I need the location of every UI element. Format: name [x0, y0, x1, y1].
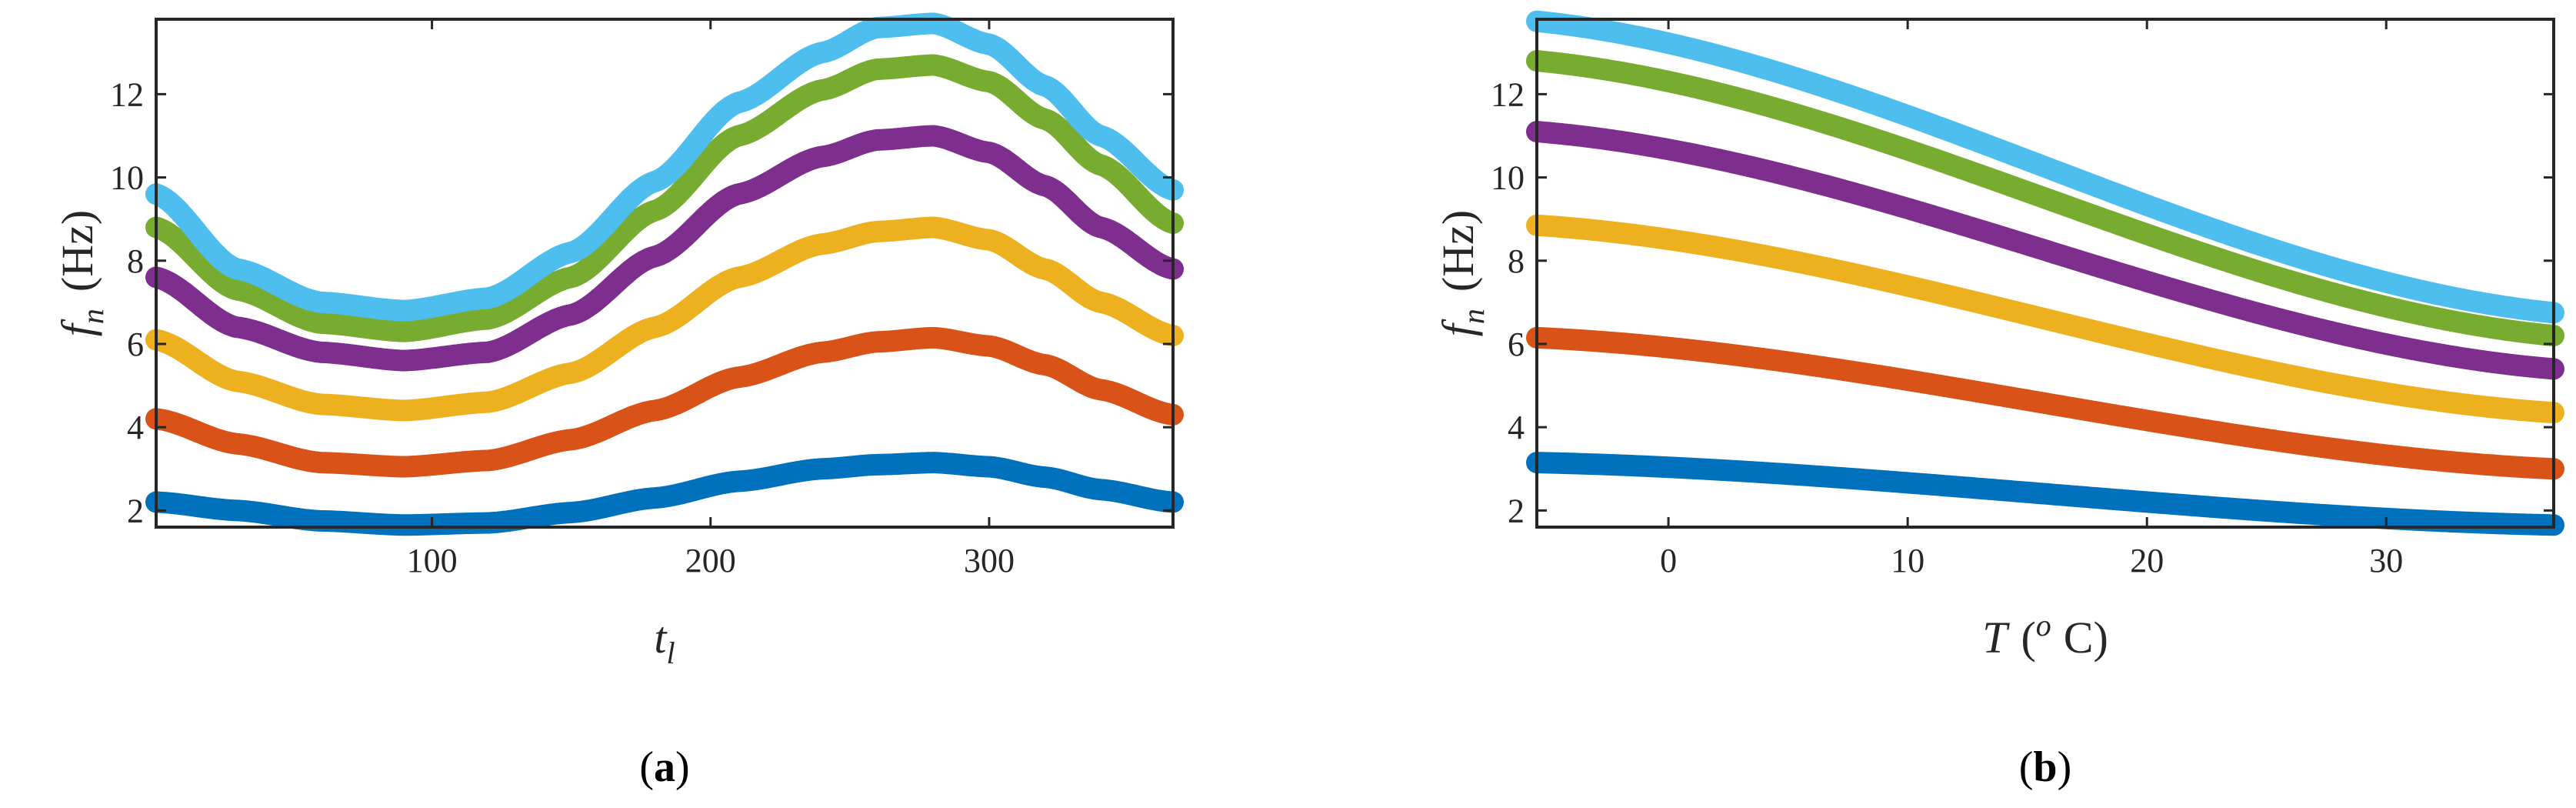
y-tick-label: 2: [127, 492, 144, 529]
x-tick-label: 300: [964, 542, 1015, 579]
y-axis-label-sub-a: n: [75, 309, 110, 324]
y-tick-label: 12: [110, 75, 144, 113]
y-axis-label-unit-a: (Hz): [52, 210, 102, 292]
panel-label-letter-a: a: [654, 743, 675, 791]
series-a-3: [145, 216, 1184, 422]
y-tick-label: 4: [127, 409, 144, 446]
y-tick-label: 6: [127, 326, 144, 363]
x-axis-label-sub-a: l: [667, 636, 675, 670]
x-tick-label: 100: [407, 542, 458, 579]
panel-label-open-a: (: [639, 743, 654, 791]
x-axis-label-a: tl: [654, 613, 675, 670]
plot-area-b: [1526, 10, 2564, 536]
y-tick-label: 8: [127, 242, 144, 280]
panel-label-close-a: ): [675, 743, 690, 791]
plot-area-a: [145, 12, 1184, 536]
x-tick-label: 200: [685, 542, 736, 579]
y-axis-label-a: fn(Hz): [52, 210, 110, 336]
series-a-2: [145, 326, 1184, 478]
panel-label-a: (a): [639, 743, 689, 791]
y-tick-label: 10: [110, 159, 144, 197]
